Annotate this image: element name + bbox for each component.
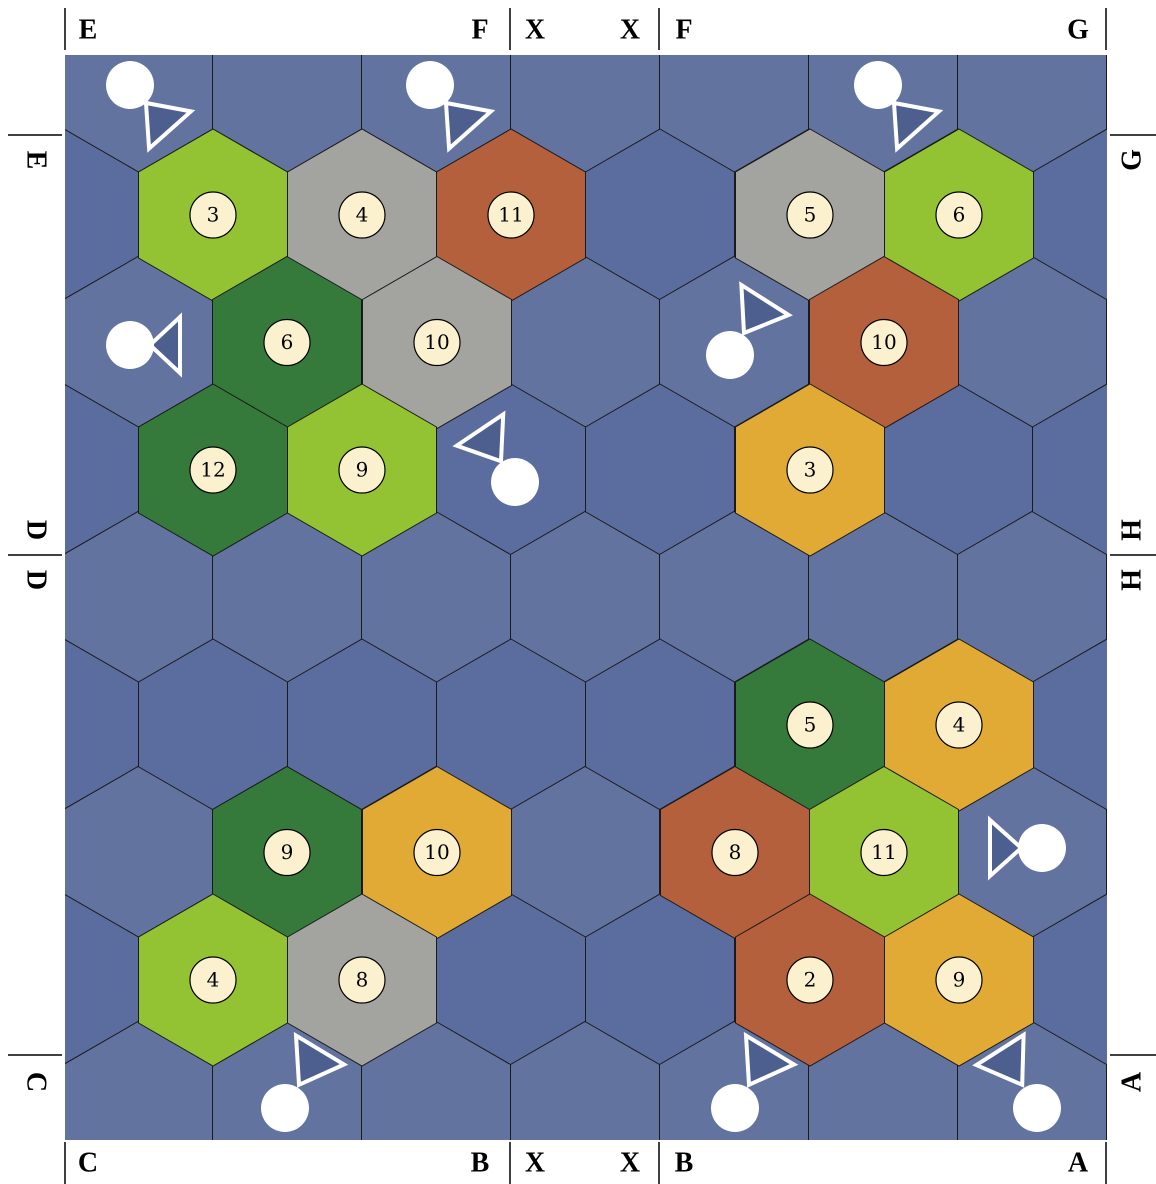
- number-token-label: 9: [281, 840, 294, 864]
- edge-label: H: [1116, 569, 1147, 591]
- number-token-label: 4: [953, 713, 966, 737]
- harbor-dot: [406, 61, 454, 109]
- number-token-label: 12: [200, 458, 225, 482]
- water-hex: [1106, 298, 1107, 387]
- harbor-marker: [743, 1031, 799, 1088]
- number-token: [189, 191, 237, 239]
- harbor-marker: [891, 100, 944, 153]
- number-token: [413, 828, 461, 877]
- edge-label: A: [1068, 1147, 1089, 1178]
- water-hex: [1032, 383, 1107, 557]
- number-token: [338, 956, 386, 1004]
- edge-label: C: [78, 1147, 98, 1178]
- number-token: [935, 191, 983, 239]
- harbors: [106, 61, 1066, 1132]
- harbor-dot: [261, 1084, 309, 1132]
- harbor-dot: [106, 321, 154, 369]
- edge-label: F: [675, 14, 692, 45]
- edge-labels: E C F B X X X X F B G A E G D H D H C A: [21, 14, 1148, 1178]
- water-hex: [1106, 808, 1107, 897]
- water-hex: [1106, 553, 1107, 642]
- harbor-marker: [443, 100, 496, 153]
- number-token-label: 6: [953, 203, 966, 227]
- edge-label: A: [1116, 1071, 1147, 1092]
- number-token-label: 9: [356, 458, 369, 482]
- number-token-label: 11: [871, 840, 896, 864]
- edge-separators: [8, 8, 1156, 1184]
- harbor-dot: [854, 61, 902, 109]
- edge-label: B: [471, 1147, 490, 1178]
- edge-label: X: [620, 14, 640, 45]
- harbor-marker: [452, 410, 506, 464]
- harbor-dot: [1018, 824, 1066, 872]
- number-token: [413, 318, 461, 367]
- harbor-dot: [1013, 1084, 1061, 1132]
- number-token-label: 4: [356, 203, 369, 227]
- edge-label: X: [525, 14, 545, 45]
- number-token: [189, 446, 237, 494]
- edge-label: D: [21, 520, 52, 540]
- harbor-dot: [706, 331, 754, 379]
- number-token: [786, 191, 834, 239]
- number-token: [935, 701, 983, 749]
- number-token: [487, 191, 535, 239]
- edge-label: G: [1067, 14, 1089, 45]
- number-token-label: 3: [207, 203, 220, 227]
- edge-label: E: [21, 151, 52, 170]
- number-token: [860, 828, 908, 877]
- number-token-label: 11: [498, 203, 523, 227]
- harbor-marker: [143, 100, 196, 153]
- edge-label: B: [675, 1147, 694, 1178]
- number-token: [338, 191, 386, 239]
- number-token-label: 5: [804, 713, 817, 737]
- number-token-label: 2: [804, 968, 817, 992]
- number-token: [338, 446, 386, 494]
- number-token-label: 8: [729, 840, 742, 864]
- harbor-marker: [147, 312, 182, 378]
- number-token-label: 6: [281, 330, 294, 354]
- harbor-dot: [711, 1084, 759, 1132]
- edge-label: C: [21, 1072, 52, 1092]
- edge-label: H: [1116, 519, 1147, 541]
- edge-label: X: [525, 1147, 545, 1178]
- number-token: [711, 828, 759, 877]
- harbor-marker: [293, 1031, 349, 1088]
- water-hex: [1106, 1063, 1107, 1140]
- edge-label: X: [620, 1147, 640, 1178]
- number-token: [935, 956, 983, 1004]
- number-token-label: 5: [804, 203, 817, 227]
- edge-label: D: [21, 570, 52, 590]
- number-token: [860, 318, 908, 367]
- harbor-marker: [972, 1031, 1026, 1088]
- number-token-label: 10: [424, 330, 449, 354]
- edge-label: G: [1116, 149, 1147, 171]
- number-token: [263, 828, 311, 877]
- edge-label: F: [471, 14, 488, 45]
- water-hex: [1106, 55, 1107, 132]
- number-token: [786, 956, 834, 1004]
- number-token-label: 10: [424, 840, 449, 864]
- number-token-label: 8: [356, 968, 369, 992]
- number-token-label: 3: [804, 458, 817, 482]
- number-token: [786, 701, 834, 749]
- harbor-marker: [739, 281, 793, 336]
- number-token: [786, 446, 834, 494]
- edge-label: E: [79, 14, 98, 45]
- harbor-marker: [988, 815, 1025, 881]
- number-token-label: 4: [207, 968, 220, 992]
- harbor-dot: [106, 61, 154, 109]
- number-token: [263, 318, 311, 367]
- number-token-label: 10: [871, 330, 896, 354]
- number-token: [189, 956, 237, 1004]
- harbor-dot: [491, 458, 539, 506]
- number-token-label: 9: [953, 968, 966, 992]
